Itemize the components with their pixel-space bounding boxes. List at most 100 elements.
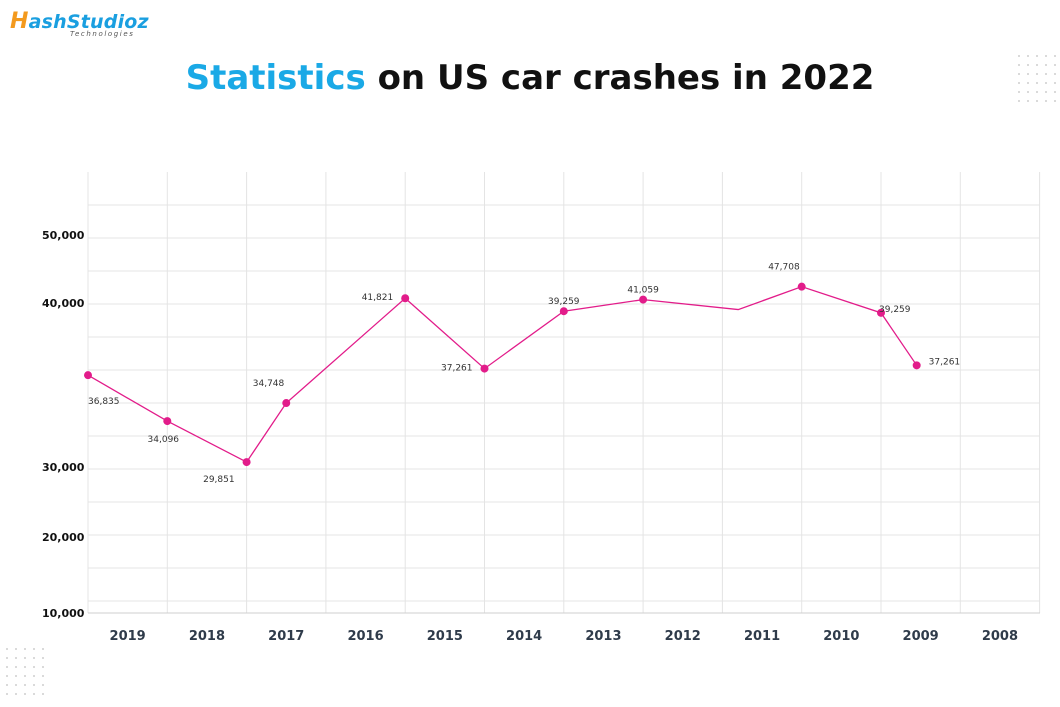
page-title: Statistics on US car crashes in 2022 — [0, 58, 1060, 98]
chart-series — [84, 282, 921, 467]
decorative-dot — [15, 648, 17, 650]
decorative-dot — [15, 657, 17, 659]
decorative-dot — [24, 657, 26, 659]
decorative-dot — [6, 675, 8, 677]
data-point-marker — [912, 361, 921, 370]
decorative-dot — [15, 675, 17, 677]
data-label: 34,096 — [148, 435, 180, 445]
decorative-dot — [1054, 73, 1056, 75]
decorative-dot — [33, 684, 35, 686]
data-point-marker — [163, 417, 172, 426]
decorative-dot — [1027, 91, 1029, 93]
decorative-dot — [1045, 55, 1047, 57]
decorative-dot — [42, 684, 44, 686]
decorative-dot — [1045, 82, 1047, 84]
decorative-dot — [1036, 64, 1038, 66]
logo-letters-rest: ashStudioz — [28, 11, 149, 33]
decorative-dot — [33, 693, 35, 695]
brand-logo: HashStudioz Technologies — [10, 11, 149, 39]
decorative-dot — [1018, 55, 1020, 57]
decorative-dot — [1045, 64, 1047, 66]
y-tick-label: 10,000 — [42, 607, 85, 620]
logo-text: HashStudioz — [10, 11, 149, 33]
decorative-dot — [1027, 73, 1029, 75]
decorative-dot — [1018, 73, 1020, 75]
decorative-dot — [1036, 100, 1038, 102]
decorative-dot — [1036, 55, 1038, 57]
y-tick-label: 30,000 — [42, 461, 85, 474]
chart-grid — [87, 172, 1041, 614]
data-label: 37,261 — [929, 357, 961, 367]
decorative-dot — [1018, 91, 1020, 93]
decorative-dot — [1045, 100, 1047, 102]
decorative-dot — [24, 666, 26, 668]
decorative-dot — [1036, 73, 1038, 75]
x-tick-label: 2016 — [347, 629, 383, 644]
data-label: 47,708 — [768, 263, 800, 273]
decorative-dot — [33, 666, 35, 668]
decorative-dot — [33, 648, 35, 650]
x-tick-label: 2009 — [903, 629, 939, 644]
decorative-dot — [1045, 73, 1047, 75]
decorative-dot — [6, 666, 8, 668]
data-label: 39,259 — [548, 297, 580, 307]
decorative-dot — [42, 657, 44, 659]
decorative-dot — [24, 648, 26, 650]
decorative-dot — [1054, 91, 1056, 93]
decorative-dot — [24, 675, 26, 677]
decorative-dot — [1036, 91, 1038, 93]
data-point-marker — [242, 458, 251, 467]
title-rest: on US car crashes in 2022 — [377, 58, 875, 98]
data-point-marker — [401, 294, 410, 303]
data-label: 29,851 — [203, 475, 235, 485]
logo-subtext: Technologies — [70, 30, 135, 38]
decorative-dot — [1018, 100, 1020, 102]
x-tick-label: 2018 — [189, 629, 225, 644]
data-label: 39,259 — [879, 305, 911, 315]
y-tick-label: 50,000 — [42, 229, 85, 242]
x-tick-label: 2012 — [665, 629, 701, 644]
x-axis-ticks: 2019 2018 2017 2016 2015 2014 2013 2012 2011 2010… — [110, 629, 1018, 644]
decorative-dot — [1054, 82, 1056, 84]
y-tick-label: 40,000 — [42, 297, 85, 310]
data-point-marker — [480, 364, 489, 373]
data-point-marker — [559, 307, 568, 316]
decorative-dot — [42, 675, 44, 677]
x-tick-label: 2011 — [744, 629, 780, 644]
data-point-marker — [797, 282, 806, 291]
x-tick-label: 2008 — [982, 629, 1018, 644]
decorative-dot — [6, 684, 8, 686]
data-point-marker — [877, 308, 885, 317]
decorative-dot — [1045, 91, 1047, 93]
decorative-dot — [1036, 82, 1038, 84]
decorative-dot — [1018, 82, 1020, 84]
decorative-dot — [24, 684, 26, 686]
decorative-dot — [24, 693, 26, 695]
decorative-dot — [1054, 55, 1056, 57]
data-label: 41,821 — [362, 293, 394, 303]
decorative-dot — [6, 648, 8, 650]
decorative-dot — [15, 666, 17, 668]
decorative-dot — [6, 657, 8, 659]
data-point-marker — [282, 399, 291, 408]
data-label: 41,059 — [627, 286, 659, 296]
x-tick-label: 2010 — [823, 629, 859, 644]
decorative-dot — [1054, 100, 1056, 102]
y-axis-ticks: 50,000 40,000 30,000 20,000 10,000 — [42, 229, 85, 620]
decorative-dot — [1018, 64, 1020, 66]
x-tick-label: 2017 — [268, 629, 304, 644]
decorative-dot — [1027, 55, 1029, 57]
y-tick-label: 20,000 — [42, 531, 85, 544]
x-tick-label: 2019 — [110, 629, 146, 644]
decorative-dot — [1054, 64, 1056, 66]
data-label: 37,261 — [441, 364, 473, 374]
data-point-marker — [639, 295, 648, 304]
series-line — [87, 285, 918, 463]
title-accent: Statistics — [185, 58, 366, 98]
data-point-marker — [84, 371, 92, 380]
x-tick-label: 2015 — [427, 629, 463, 644]
decorative-dot — [15, 693, 17, 695]
decorative-dot — [42, 648, 44, 650]
decorative-dot — [42, 693, 44, 695]
